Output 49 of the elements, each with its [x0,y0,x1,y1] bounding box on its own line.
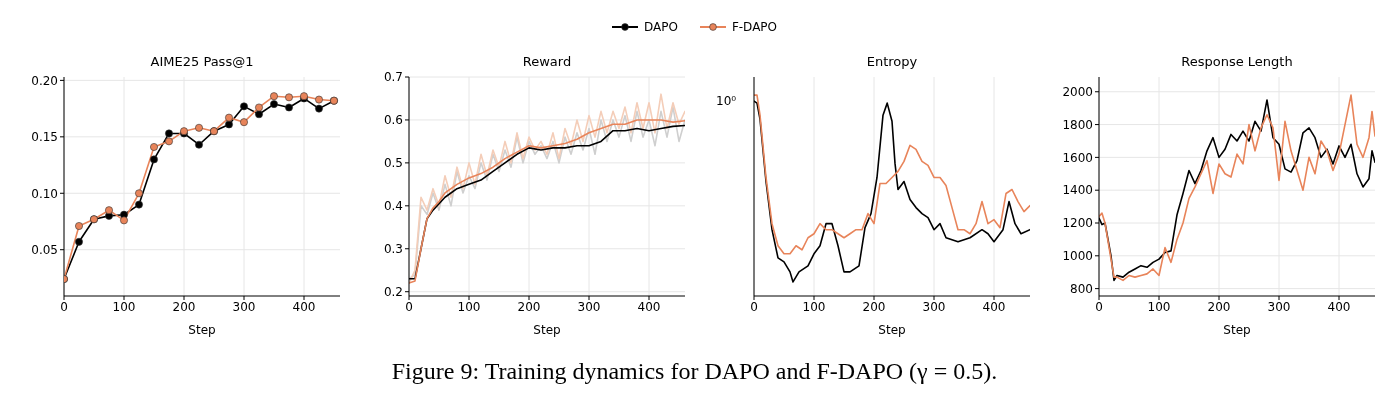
x-tick-label: 200 [517,299,541,314]
x-axis-title: Step [188,323,216,337]
y-tick-label: 0.7 [383,70,403,85]
chart-title: AIME25 Pass@1 [149,54,255,69]
text: 10⁰ [716,94,737,108]
x-tick-label: 100 [802,299,826,314]
x-tick-label: 300 [577,299,601,314]
y-tick-label: 1200 [1062,216,1093,231]
y-tick-label: 0.2 [383,284,403,299]
y-tick-label: 1000 [1062,249,1093,264]
y-tick-label: 0.15 [31,130,58,145]
x-tick-label: 100 [112,299,136,314]
y-tick-label: 0.20 [31,73,58,88]
x-tick-label: 400 [292,299,316,314]
x-tick-label: 100 [457,299,481,314]
chart-title: Response Length [1180,54,1294,69]
x-axis-title: Step [533,323,561,337]
y-tick-label: 0.3 [383,242,403,257]
x-tick-label: 0 [750,299,758,314]
y-tick-label: 1800 [1062,117,1093,132]
y-tick-label: 800 [1070,281,1093,296]
y-tick-label: 0.05 [31,242,58,257]
legend-label: F-DAPO [731,20,778,34]
y-tick-label: 0.4 [383,199,403,214]
y-tick-label: 1400 [1062,183,1093,198]
x-axis-title: Step [1223,323,1251,337]
caption: Figure 9: Training dynamics for DAPO and F-DAPO (γ = 0.5). [390,358,999,385]
y-tick-label: 0.5 [383,156,403,171]
y-tick-label: 0.10 [31,186,58,201]
x-tick-label: 400 [1327,299,1351,314]
y-tick-label: 0.6 [383,113,403,128]
x-tick-label: 300 [232,299,256,314]
chart-title: Entropy [865,54,919,69]
x-tick-label: 300 [1267,299,1291,314]
y-tick-label: 1600 [1062,150,1093,165]
x-tick-label: 400 [637,299,661,314]
x-tick-label: 300 [922,299,946,314]
x-tick-label: 0 [405,299,413,314]
legend-label: DAPO [643,20,678,34]
x-tick-label: 0 [1095,299,1103,314]
x-tick-label: 200 [1207,299,1231,314]
x-tick-label: 200 [862,299,886,314]
x-tick-label: 400 [982,299,1006,314]
x-axis-title: Step [878,323,906,337]
x-tick-label: 100 [1147,299,1171,314]
x-tick-label: 0 [60,299,68,314]
y-tick-label: 2000 [1062,85,1093,100]
chart-title: Reward [521,54,573,69]
x-tick-label: 200 [172,299,196,314]
